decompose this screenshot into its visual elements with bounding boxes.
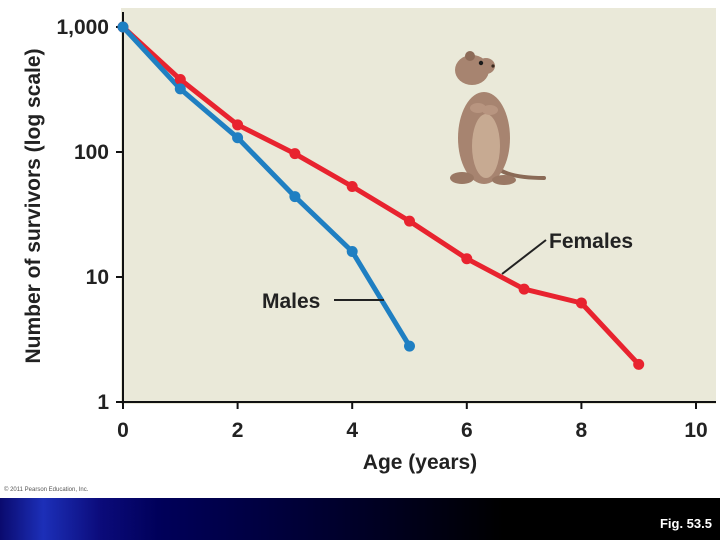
x-tick-label: 8 xyxy=(576,419,588,442)
footer-bar xyxy=(0,498,720,540)
females-label: Females xyxy=(549,230,633,253)
females-series-line xyxy=(120,24,642,367)
ground-squirrel-icon xyxy=(450,51,546,185)
x-tick-label: 2 xyxy=(232,419,244,442)
y-tick-label: 1,000 xyxy=(56,16,109,39)
females-data-point xyxy=(575,297,587,309)
y-tick-label: 100 xyxy=(74,141,109,164)
x-axis-title: Age (years) xyxy=(363,451,477,474)
females-data-point xyxy=(289,148,301,160)
males-data-point xyxy=(289,191,301,203)
y-axis-title: Number of survivors (log scale) xyxy=(22,48,45,363)
copyright-note: © 2011 Pearson Education, Inc. xyxy=(4,487,89,493)
females-leader-line xyxy=(501,239,547,275)
y-tick-label: 1 xyxy=(97,391,109,414)
females-data-point xyxy=(461,253,473,265)
survivorship-chart: 0 2 4 6 8 10 1 10 100 1,000 Females Males Age (ye… xyxy=(22,8,716,474)
x-tick-label: 6 xyxy=(461,419,473,442)
females-data-point xyxy=(174,74,186,86)
x-tick-label: 10 xyxy=(684,419,707,442)
figure-panel: 0 2 4 6 8 10 1 10 100 1,000 Females Males Age (ye… xyxy=(4,8,716,493)
females-data-point xyxy=(346,180,358,192)
females-data-point xyxy=(633,358,645,370)
x-tick-label: 4 xyxy=(346,419,358,442)
males-data-point xyxy=(117,21,129,33)
series-points xyxy=(117,21,645,370)
figure-number: Fig. 53.5 xyxy=(659,516,712,531)
males-data-point xyxy=(346,245,358,257)
y-tick-label: 10 xyxy=(86,266,109,289)
series-lines xyxy=(120,24,642,367)
males-series-line xyxy=(120,24,412,349)
x-tick-label: 0 xyxy=(117,419,129,442)
females-data-point xyxy=(518,283,530,295)
males-label: Males xyxy=(262,290,320,313)
females-data-point xyxy=(404,215,415,227)
axes xyxy=(116,12,716,409)
tick-labels: 0 2 4 6 8 10 1 10 100 1,000 xyxy=(56,16,707,442)
females-data-point xyxy=(232,119,244,131)
males-data-point xyxy=(232,132,244,144)
males-data-point xyxy=(174,83,186,95)
plot-area xyxy=(121,8,716,404)
males-data-point xyxy=(404,340,415,352)
